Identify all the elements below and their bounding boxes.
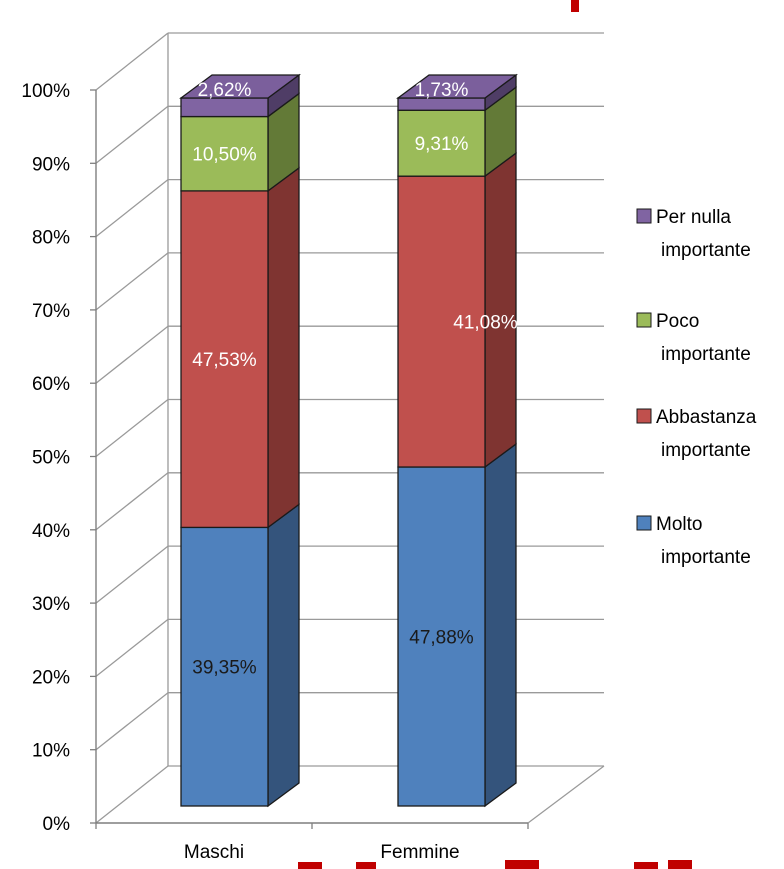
bar-segment [180, 190, 269, 529]
bar-segment [397, 175, 486, 468]
x-axis-tick-labels: Maschi Femmine [184, 842, 460, 863]
legend-label-line2: importante [661, 344, 751, 365]
bars [179, 73, 518, 808]
gridline-diagonal [95, 692, 169, 751]
red-fragment-1 [298, 862, 322, 869]
y-tick-label: 30% [32, 594, 70, 615]
gridline-diagonal [95, 618, 169, 677]
legend-label: Abbastanza [656, 407, 757, 428]
x-tick-label: Maschi [184, 842, 244, 863]
gridline-diagonal [95, 545, 169, 604]
x-tick-label: Femmine [380, 842, 459, 863]
gridline-diagonal [95, 325, 169, 384]
y-tick-label: 70% [32, 301, 70, 322]
bar-top [396, 74, 518, 99]
legend-label-line2: importante [661, 240, 751, 261]
y-tick-label: 60% [32, 374, 70, 395]
gridline-diagonal [95, 32, 169, 91]
red-decorative-marks [298, 0, 692, 869]
legend-label: Molto [656, 514, 702, 535]
red-bar-mark [571, 0, 579, 12]
y-tick-label: 0% [43, 814, 71, 835]
axes [90, 89, 529, 829]
data-labels: 39,35% 47,53% 10,50% 2,62% 47,88% 41,08% 9,31%… [192, 80, 518, 679]
y-tick-label: 40% [32, 521, 70, 542]
bar-side [484, 151, 517, 469]
y-axis-tick-labels: 0% 10% 20% 30% 40% 50% 60% 70% 80% 90% 100% [21, 81, 70, 835]
legend: Per nulla importante Poco importante Abbasta… [636, 207, 757, 568]
legend-label: Per nulla [656, 207, 731, 228]
bar-segment [397, 109, 486, 177]
red-fragment-3 [505, 860, 539, 869]
legend-swatch [636, 312, 652, 328]
y-tick-label: 80% [32, 228, 70, 249]
legend-label-line2: importante [661, 440, 751, 461]
data-label: 41,08% [453, 313, 518, 334]
red-fragment-2 [356, 862, 376, 869]
gridline-diagonal [95, 472, 169, 531]
bar-side [267, 503, 300, 808]
gridline-diagonal [95, 398, 169, 458]
y-tick-label: 10% [32, 741, 70, 762]
red-fragment-5 [668, 860, 692, 869]
gridline-diagonal [95, 105, 169, 164]
bar-top [179, 74, 301, 99]
gridline-diagonal [95, 252, 169, 311]
legend-label: Poco [656, 311, 699, 332]
bar-segment [180, 526, 269, 807]
bar-side [484, 442, 517, 808]
data-label: 47,88% [409, 628, 474, 649]
data-label: 47,53% [192, 350, 257, 371]
legend-swatch [636, 408, 652, 424]
legend-label-line2: importante [661, 547, 751, 568]
gridlines [95, 32, 604, 824]
gridline-diagonal [95, 765, 169, 824]
y-tick-label: 100% [21, 81, 70, 102]
red-fragment-4 [634, 862, 658, 869]
y-tick-label: 90% [32, 154, 70, 175]
data-label: 1,73% [415, 80, 469, 101]
legend-swatch [636, 208, 652, 224]
bar-segment [180, 115, 269, 192]
bar-side [267, 166, 300, 529]
data-label: 39,35% [192, 658, 257, 679]
data-label: 2,62% [198, 80, 252, 101]
legend-swatch [636, 515, 652, 531]
data-label: 10,50% [192, 145, 257, 166]
gridline-diagonal [95, 179, 169, 238]
floor-right-edge [527, 765, 605, 824]
y-tick-label: 20% [32, 667, 70, 688]
data-label: 9,31% [415, 134, 469, 155]
y-tick-label: 50% [32, 448, 70, 469]
